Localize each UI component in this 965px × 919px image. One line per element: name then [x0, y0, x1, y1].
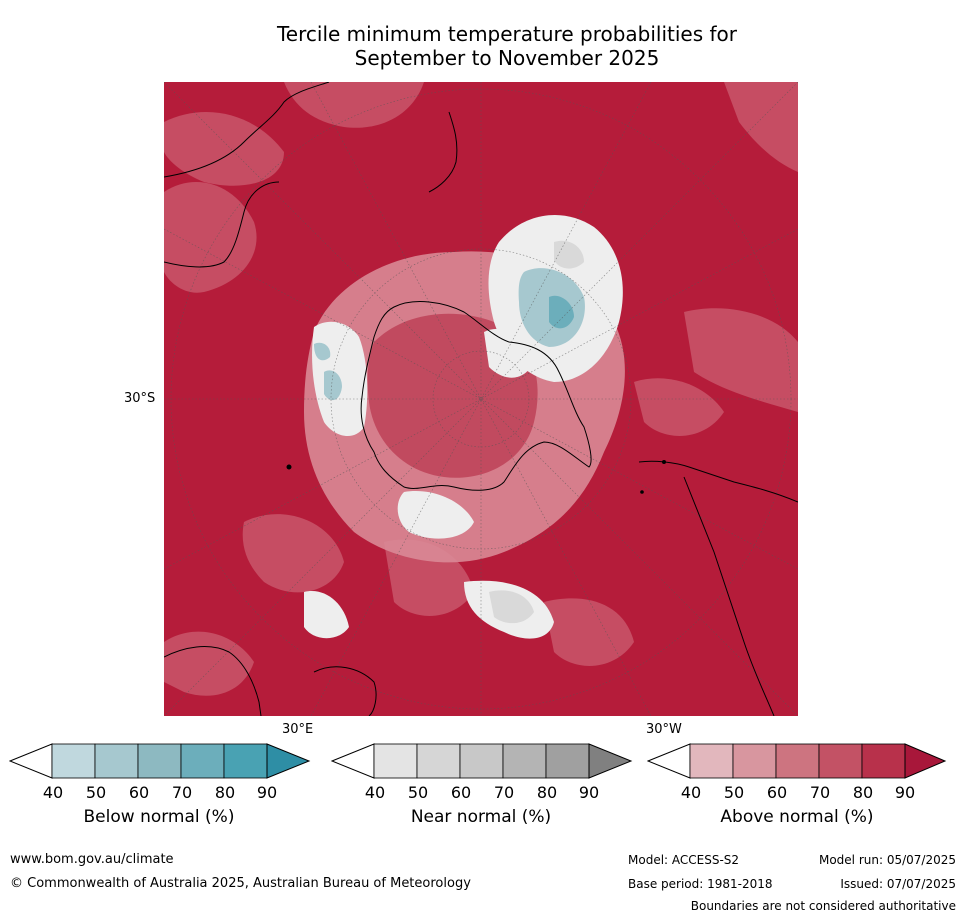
cb-above-max-arrow	[904, 743, 947, 779]
colorbar-near-ticks: 40 50 60 70 80 90	[331, 783, 631, 803]
tick: 70	[493, 783, 515, 802]
tick: 40	[364, 783, 386, 802]
cb-near-60-70	[459, 743, 504, 779]
cb-above-70-80	[818, 743, 863, 779]
cb-near-40-50	[373, 743, 418, 779]
issued-date: Issued: 07/07/2025	[840, 877, 956, 891]
tick: 60	[766, 783, 788, 802]
boundaries-disclaimer: Boundaries are not considered authoritat…	[690, 899, 956, 913]
antarctica-coastline	[360, 301, 592, 491]
australia-coastline-south	[164, 181, 280, 268]
madagascar-coastline	[313, 666, 377, 716]
cb-above-50-60	[732, 743, 777, 779]
australia-coastline	[164, 82, 330, 178]
tick: 80	[852, 783, 874, 802]
near-normal-50-plus	[489, 240, 584, 624]
colorbar-below-title: Below normal (%)	[83, 807, 235, 827]
colorbar-above-normal-scale	[647, 743, 947, 779]
tick: 50	[723, 783, 745, 802]
colorbar-above-title: Above normal (%)	[720, 807, 874, 827]
tick: 80	[536, 783, 558, 802]
tick: 80	[214, 783, 236, 802]
base-period: Base period: 1981-2018	[628, 877, 773, 891]
cb-below-min-arrow	[9, 743, 53, 779]
probability-map	[164, 82, 798, 716]
tick: 60	[450, 783, 472, 802]
cb-above-60-70	[775, 743, 820, 779]
tick: 90	[894, 783, 916, 802]
colorbar-below-normal: 40 50 60 70 80 90 Below normal (%)	[9, 743, 311, 827]
lon-label-30e: 30°E	[282, 722, 314, 737]
cb-below-40-50	[51, 743, 96, 779]
colorbar-near-normal: 40 50 60 70 80 90 Near normal (%)	[331, 743, 633, 827]
cb-above-min-arrow	[647, 743, 691, 779]
colorbar-below-normal-scale	[9, 743, 311, 779]
model-run-date: Model run: 05/07/2025	[818, 853, 956, 867]
colorbar-near-normal-scale	[331, 743, 633, 779]
tick: 90	[256, 783, 278, 802]
cb-below-60-70	[137, 743, 182, 779]
tick: 40	[680, 783, 702, 802]
cb-near-50-60	[416, 743, 461, 779]
colorbar-below-ticks: 40 50 60 70 80 90	[9, 783, 309, 803]
model-info: Model: ACCESS-S2	[628, 853, 740, 867]
title-line-2: September to November 2025	[354, 46, 660, 70]
cb-below-max-arrow	[266, 743, 311, 779]
cb-near-80-90	[545, 743, 590, 779]
cb-above-80-90	[861, 743, 906, 779]
tick: 90	[578, 783, 600, 802]
colorbar-above-normal: 40 50 60 70 80 90 Above normal (%)	[647, 743, 947, 827]
graticule	[164, 82, 798, 716]
above-normal-60-70-patches	[164, 82, 798, 696]
lat-label-30s: 30°S	[124, 391, 156, 406]
africa-coastline	[164, 646, 262, 716]
tick: 60	[128, 783, 150, 802]
small-islands	[286, 460, 666, 494]
tick: 70	[171, 783, 193, 802]
cb-above-40-50	[689, 743, 734, 779]
colorbar-above-ticks: 40 50 60 70 80 90	[647, 783, 947, 803]
tick: 50	[85, 783, 107, 802]
cb-below-70-80	[180, 743, 225, 779]
copyright-text: © Commonwealth of Australia 2025, Austra…	[10, 876, 471, 891]
below-normal-60-plus	[549, 295, 574, 329]
title-line-1: Tercile minimum temperature probabilitie…	[276, 22, 738, 46]
tick: 40	[42, 783, 64, 802]
cb-near-min-arrow	[331, 743, 375, 779]
colorbar-near-title: Near normal (%)	[410, 807, 552, 827]
website-link[interactable]: www.bom.gov.au/climate	[10, 852, 174, 867]
lon-label-30w: 30°W	[646, 722, 682, 737]
cb-near-70-80	[502, 743, 547, 779]
cb-below-80-90	[223, 743, 268, 779]
map-title: Tercile minimum temperature probabilitie…	[165, 22, 849, 70]
cb-near-max-arrow	[588, 743, 633, 779]
new-zealand-coastline	[428, 111, 458, 193]
cb-below-50-60	[94, 743, 139, 779]
tick: 50	[407, 783, 429, 802]
tick: 70	[809, 783, 831, 802]
